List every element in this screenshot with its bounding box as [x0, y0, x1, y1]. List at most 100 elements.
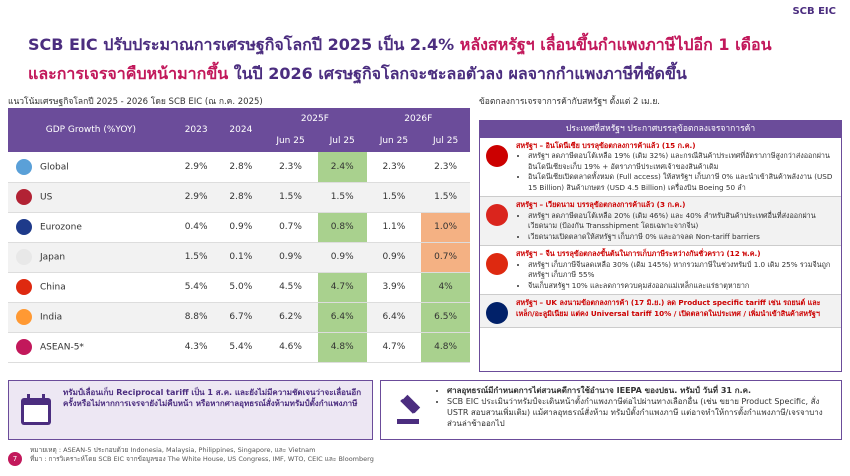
deal-bullet: อินโดนีเซียเปิดตลาดทั้งหมด (Full access)… — [528, 172, 837, 193]
deal-heading: สหรัฐฯ – อินโดนีเซีย บรรลุข้อตกลงการค้าแ… — [516, 140, 696, 150]
flag — [16, 158, 32, 175]
deal-bullet: สหรัฐฯ เก็บภาษีจีนลดเหลือ 30% (เดิม 145%… — [528, 260, 837, 281]
month: Jul 25 — [317, 130, 367, 152]
header-row: Jun 25 Jul 25 Jun 25 Jul 25 — [8, 130, 470, 152]
deal-bullets: สหรัฐฯ เก็บภาษีจีนลดเหลือ 30% (เดิม 145%… — [516, 260, 837, 292]
row: China 5.4% 5.0% 4.5% 4.7% 3.9% 4% — [8, 272, 470, 303]
court-bullet: ศาลอุทธรณ์มีกำหนดการไต่สวนคดีการใช้อำนาจ… — [447, 385, 833, 396]
country: ASEAN-5* — [8, 332, 174, 363]
cell: 2.8% — [218, 152, 264, 183]
deal-content: สหรัฐฯ – จีน บรรลุข้อตกลงขั้นต้นในการเก็… — [516, 249, 837, 291]
flag — [16, 189, 32, 205]
flag — [16, 219, 32, 235]
country-name: ASEAN-5* — [40, 342, 84, 353]
title-part: ในปี 2026 เศรษฐกิจโลกจะชะลอตัวลง ผลจากกำ… — [228, 64, 687, 83]
deal: สหรัฐฯ – อินโดนีเซีย บรรลุข้อตกลงการค้าแ… — [480, 138, 841, 197]
cell: 6.4% — [317, 302, 367, 333]
country: Eurozone — [8, 212, 174, 243]
deal: สหรัฐฯ – จีน บรรลุข้อตกลงขั้นต้นในการเก็… — [480, 246, 841, 295]
flag — [16, 249, 32, 265]
note: หมายเหตุ : ASEAN-5 ประกอบด้วย Indonesia,… — [30, 446, 316, 454]
court-bullet: SCB EIC ประเมินว่าทรัมป์จะเดินหน้าตั้งกำ… — [447, 396, 833, 429]
deal-bullet: เวียดนามเปิดตลาดให้สหรัฐฯ เก็บภาษี 0% แล… — [528, 232, 837, 243]
cell: 1.5% — [366, 182, 422, 213]
flag — [16, 309, 32, 325]
cell: 6.2% — [263, 302, 318, 333]
cell: 3.9% — [366, 272, 422, 303]
deal-bullet: จีนเก็บสหรัฐฯ 10% และลดการควบคุมส่งออกแม… — [528, 281, 837, 292]
country-name: US — [40, 192, 53, 203]
cell: 2.8% — [218, 182, 264, 213]
cell: 4.7% — [317, 272, 367, 303]
cell: 4.8% — [317, 332, 367, 363]
cell: 0.9% — [317, 242, 367, 273]
gdp-table: GDP Growth (%YOY) 2023 2024 2025F 2026F Jun 2… — [8, 108, 470, 363]
gavel-icon — [397, 394, 421, 424]
deals-caption: ข้อตกลงการเจรจาการค้ากับสหรัฐฯ ตั้งแต่ 2… — [479, 97, 661, 107]
flag — [486, 302, 508, 324]
year: 2023 — [173, 108, 219, 152]
cell: 1.0% — [421, 212, 470, 243]
title-part: SCB EIC ปรับประมาณการเศรษฐกิจโลกปี 2025 … — [28, 35, 460, 54]
cell: 5.4% — [218, 332, 264, 363]
source: ที่มา : การวิเคราะห์โดย SCB EIC จากข้อมู… — [30, 455, 374, 463]
deal-bullets: สหรัฐฯ ลดภาษีตอบโต้เหลือ 20% (เดิม 46%) … — [516, 211, 837, 243]
country-name: Global — [40, 162, 69, 173]
deal-content: สหรัฐฯ – UK ลงนามข้อตกลงการค้า (17 มิ.ย.… — [516, 298, 837, 324]
flag — [486, 253, 508, 275]
flag — [16, 339, 32, 355]
cell: 4.6% — [263, 332, 318, 363]
calendar-icon — [21, 394, 51, 425]
deal-bullet: สหรัฐฯ ลดภาษีตอบโต้เหลือ 20% (เดิม 46%) … — [528, 211, 837, 232]
cell: 4.8% — [421, 332, 470, 363]
title-part: และการเจรจาคืบหน้ามากขึ้น — [28, 64, 229, 83]
title: SCB EIC ปรับประมาณการเศรษฐกิจโลกปี 2025 … — [28, 30, 808, 88]
cell: 4.5% — [263, 272, 318, 303]
deal-heading: สหรัฐฯ – UK ลงนามข้อตกลงการค้า (17 มิ.ย.… — [516, 298, 821, 318]
cell: 2.9% — [173, 182, 219, 213]
deal: สหรัฐฯ – UK ลงนามข้อตกลงการค้า (17 มิ.ย.… — [480, 295, 841, 328]
table-wrap: GDP Growth (%YOY) 2023 2024 2025F 2026F Jun 2… — [8, 108, 470, 363]
cell: 6.4% — [366, 302, 422, 333]
cell: 0.9% — [366, 242, 422, 273]
footer: หมายเหตุ : ASEAN-5 ประกอบด้วย Indonesia,… — [30, 446, 374, 464]
cell: 0.1% — [218, 242, 264, 273]
cell: 2.3% — [421, 152, 470, 183]
cell: 1.5% — [173, 242, 219, 273]
row: ASEAN-5* 4.3% 5.4% 4.6% 4.8% 4.7% 4.8% — [8, 332, 470, 363]
deal-content: สหรัฐฯ – อินโดนีเซีย บรรลุข้อตกลงการค้าแ… — [516, 141, 837, 194]
flag — [486, 204, 508, 226]
row: Eurozone 0.4% 0.9% 0.7% 0.8% 1.1% 1.0% — [8, 212, 470, 243]
row: US 2.9% 2.8% 1.5% 1.5% 1.5% 1.5% — [8, 182, 470, 213]
deal: สหรัฐฯ – เวียดนาม บรรลุข้อตกลงการค้าแล้ว… — [480, 197, 841, 246]
deal-heading: สหรัฐฯ – เวียดนาม บรรลุข้อตกลงการค้าแล้ว… — [516, 200, 686, 209]
country: China — [8, 272, 174, 303]
header-row: GDP Growth (%YOY) 2023 2024 2025F 2026F — [8, 108, 470, 152]
deals-box-title: ประเทศที่สหรัฐฯ ประกาศบรรลุข้อตกลงเจรจาก… — [480, 121, 841, 138]
cell: 0.7% — [421, 242, 470, 273]
country-name: Eurozone — [40, 222, 82, 233]
title-part: หลังสหรัฐฯ เลื่อนขึ้นกำแพงภาษีไปอีก 1 เด… — [459, 35, 772, 54]
deal-bullet: สหรัฐฯ ลดภาษีตอบโต้เหลือ 19% (เดิม 32%) … — [528, 151, 837, 172]
month: Jul 25 — [421, 130, 470, 152]
cell: 4.7% — [366, 332, 422, 363]
corner: GDP Growth (%YOY) — [8, 108, 174, 152]
notice: ทรัมป์เลื่อนเก็บ Reciprocal tariff เป็น … — [8, 380, 373, 440]
cell: 0.4% — [173, 212, 219, 243]
page-number: 7 — [8, 452, 22, 466]
country-name: India — [40, 312, 63, 323]
deal-bullets: สหรัฐฯ ลดภาษีตอบโต้เหลือ 19% (เดิม 32%) … — [516, 151, 837, 193]
flag — [16, 279, 32, 295]
cell: 5.4% — [173, 272, 219, 303]
country: India — [8, 302, 174, 333]
court-box: ศาลอุทธรณ์มีกำหนดการไต่สวนคดีการใช้อำนาจ… — [380, 380, 842, 440]
brand: SCB EIC — [792, 6, 836, 17]
cell: 1.1% — [366, 212, 422, 243]
court-list: ศาลอุทธรณ์มีกำหนดการไต่สวนคดีการใช้อำนาจ… — [435, 385, 833, 429]
deal-content: สหรัฐฯ – เวียดนาม บรรลุข้อตกลงการค้าแล้ว… — [516, 200, 837, 242]
year: 2024 — [218, 108, 264, 152]
notice-text: ทรัมป์เลื่อนเก็บ Reciprocal tariff เป็น … — [63, 388, 362, 408]
cell: 1.5% — [263, 182, 318, 213]
cell: 0.9% — [263, 242, 318, 273]
